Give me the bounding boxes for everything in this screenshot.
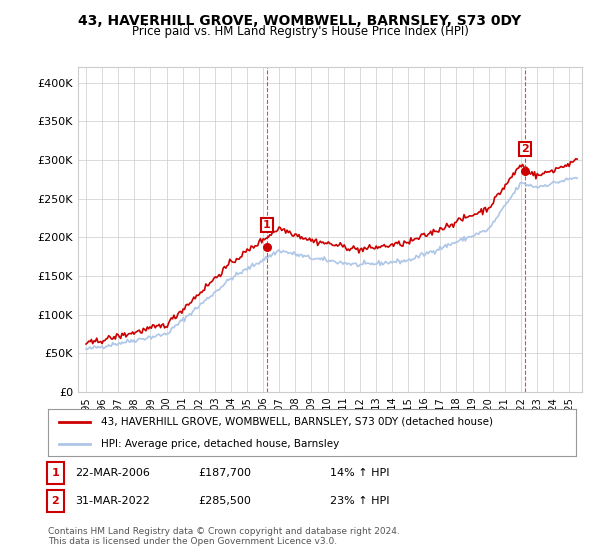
Point (520, 167, 530, 176)
Text: 2: 2 (52, 496, 59, 506)
Text: 31-MAR-2022: 31-MAR-2022 (75, 496, 150, 506)
Text: 43, HAVERHILL GROVE, WOMBWELL, BARNSLEY, S73 0DY (detached house): 43, HAVERHILL GROVE, WOMBWELL, BARNSLEY,… (101, 417, 493, 427)
Text: £285,500: £285,500 (198, 496, 251, 506)
Text: Price paid vs. HM Land Registry's House Price Index (HPI): Price paid vs. HM Land Registry's House … (131, 25, 469, 38)
Text: HPI: Average price, detached house, Barnsley: HPI: Average price, detached house, Barn… (101, 438, 339, 449)
Text: 43, HAVERHILL GROVE, WOMBWELL, BARNSLEY, S73 0DY: 43, HAVERHILL GROVE, WOMBWELL, BARNSLEY,… (79, 14, 521, 28)
Text: Contains HM Land Registry data © Crown copyright and database right 2024.
This d: Contains HM Land Registry data © Crown c… (48, 526, 400, 546)
Text: 1: 1 (52, 468, 59, 478)
Point (262, 242, 272, 251)
Text: 23% ↑ HPI: 23% ↑ HPI (330, 496, 389, 506)
Text: 22-MAR-2006: 22-MAR-2006 (75, 468, 150, 478)
Text: 14% ↑ HPI: 14% ↑ HPI (330, 468, 389, 478)
Text: 2: 2 (521, 144, 529, 154)
Text: 1: 1 (263, 220, 271, 230)
Text: £187,700: £187,700 (198, 468, 251, 478)
